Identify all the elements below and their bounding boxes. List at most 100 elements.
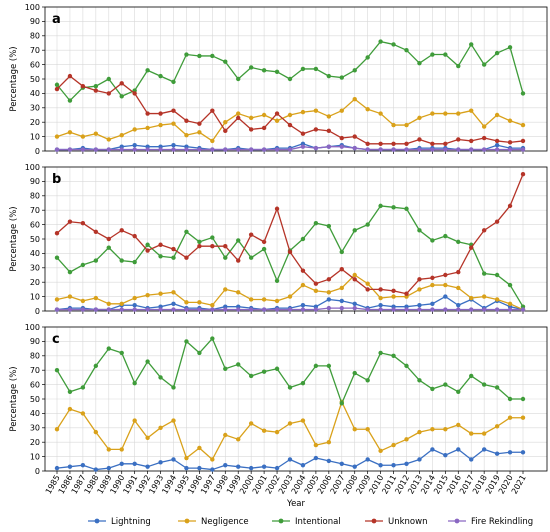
data-point [378,39,383,44]
series-lightning [54,447,526,472]
data-point [417,303,422,308]
data-point [132,303,137,308]
data-point [223,255,228,260]
data-point [300,282,306,288]
y-tick-label: 60 [30,220,40,229]
data-point [300,66,306,72]
data-point [145,147,150,152]
data-point [507,307,513,312]
plot-frame [44,6,548,152]
data-point [171,385,176,390]
y-tick-label: 10 [30,132,40,141]
data-point [274,69,280,75]
data-point [197,130,202,135]
data-point [261,464,267,469]
data-point [80,385,86,390]
data-point [223,120,228,125]
legend: Lightning Negligence Intentional Unknown Fir… [88,517,533,527]
data-point [93,429,99,435]
data-point [119,132,124,138]
data-point [171,108,176,113]
data-point [456,147,461,152]
y-tick-label: 60 [30,380,40,389]
data-point [378,141,383,146]
data-point [507,140,513,145]
data-point [469,245,474,250]
data-point [248,147,254,152]
data-point [326,144,332,149]
data-point [171,246,176,252]
data-point [223,307,228,312]
data-point [443,111,448,116]
data-point [210,336,215,341]
data-point [520,396,526,402]
data-point [158,375,163,380]
data-point [443,427,448,432]
data-point [119,461,124,466]
data-point [352,228,357,233]
data-point [365,222,370,227]
data-point [494,112,500,118]
panel-label: b [52,172,61,187]
data-point [507,282,513,288]
data-point [481,228,487,233]
plot-frame [44,326,548,472]
data-point [80,220,86,226]
legend-label: Fire Rekindling [471,517,533,527]
data-point [365,141,370,146]
data-point [469,373,474,379]
data-point [520,147,526,152]
data-point [223,128,228,134]
data-point [481,147,487,152]
data-point [378,463,383,468]
data-point [158,307,163,312]
data-point [132,461,137,466]
data-point [404,307,409,312]
data-point [326,458,332,464]
data-point [132,380,137,386]
y-tick-label: 100 [25,323,40,332]
data-point [443,282,448,288]
data-point [313,288,319,294]
data-point [93,258,99,263]
data-point [494,451,500,456]
data-point [171,301,176,306]
y-tick-label: 70 [30,206,40,215]
data-point [171,143,176,148]
data-point [132,418,137,423]
data-point [456,303,461,308]
data-point [404,291,409,296]
data-point [67,406,73,412]
data-point [171,79,176,85]
data-point [184,255,189,260]
data-point [248,307,254,312]
y-tick-label: 0 [35,147,40,156]
data-point [378,203,383,209]
data-point [197,239,202,245]
data-point [365,457,370,462]
y-tick-label: 40 [30,249,40,258]
plot-frame [44,166,548,312]
legend-item: Fire Rekindling [448,517,533,527]
data-point [456,285,461,291]
data-point [93,307,99,312]
data-point [261,68,267,73]
data-point [365,307,370,312]
data-point [507,147,513,152]
data-point [430,238,435,243]
data-point [223,147,228,152]
data-point [313,442,319,448]
data-point [391,122,396,128]
y-tick-label: 0 [35,467,40,476]
data-point [197,53,202,59]
data-point [145,464,150,469]
y-tick-label: 10 [30,292,40,301]
data-point [236,147,241,152]
data-point [67,307,73,312]
data-point [404,437,409,442]
data-point [274,429,280,435]
data-point [261,428,267,433]
data-point [287,421,293,426]
data-point [507,450,513,455]
data-point [326,305,332,311]
